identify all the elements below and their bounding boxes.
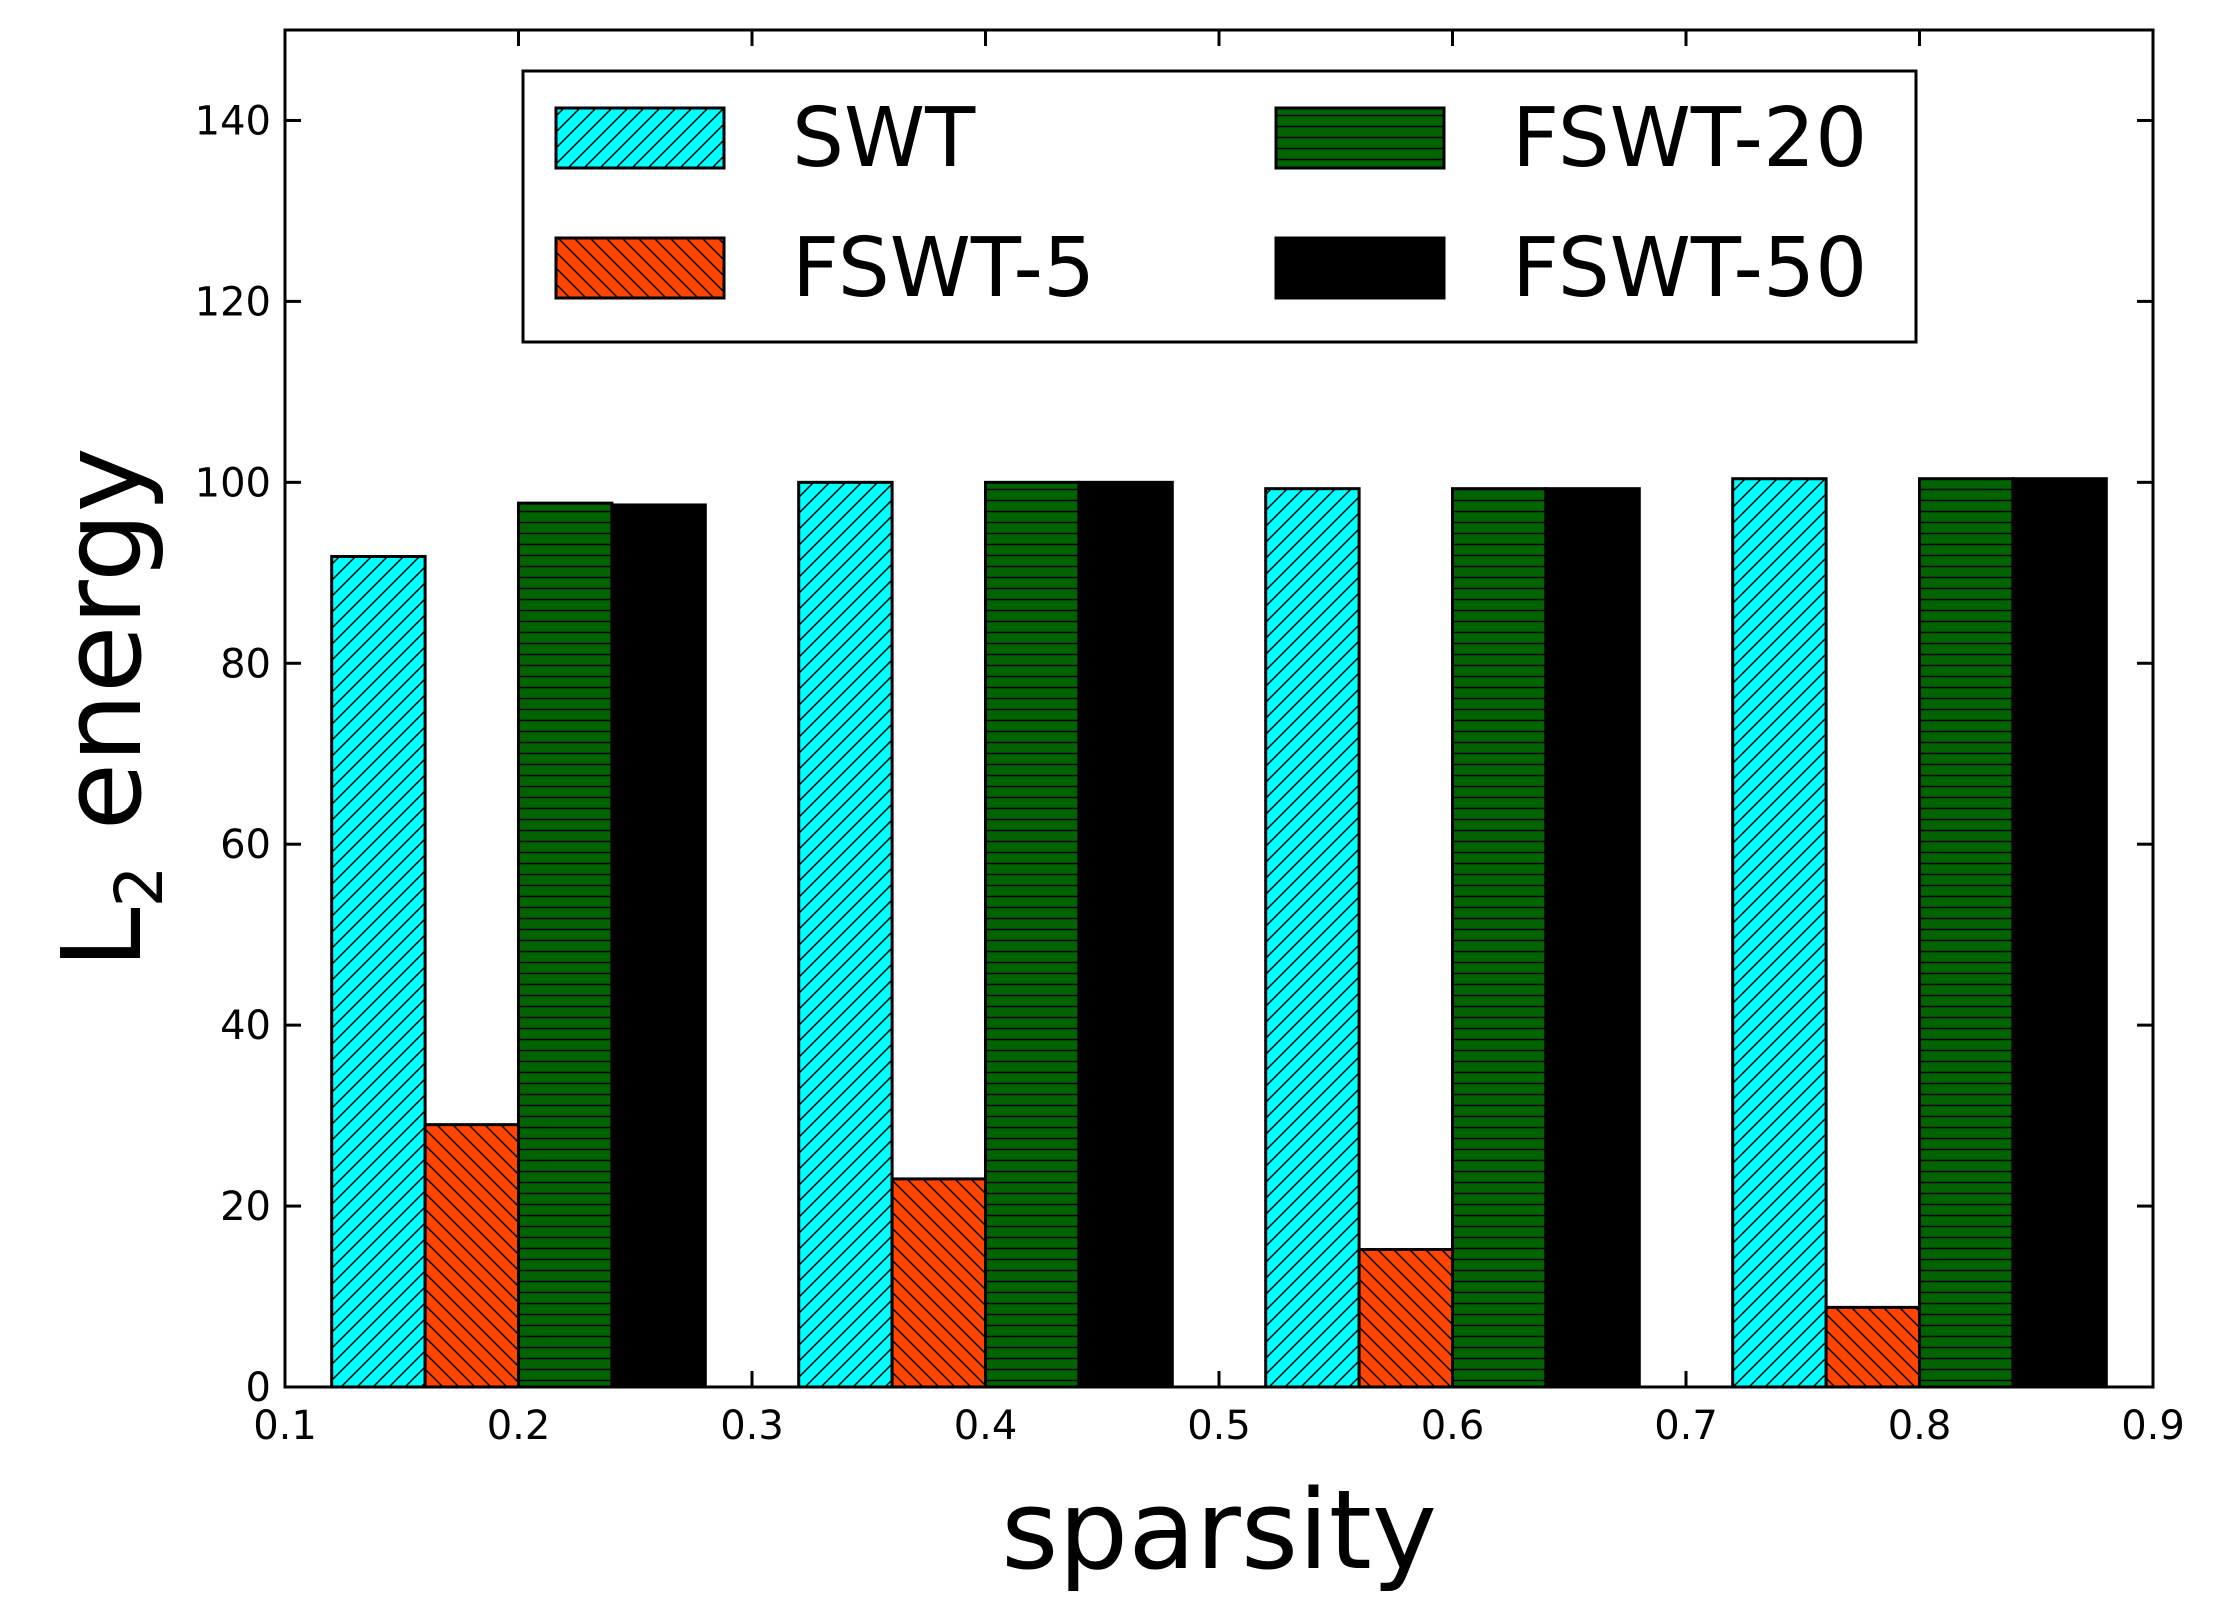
y-tick-label: 100 [195, 460, 271, 506]
y-axis: 0 20 40 60 80 100 120 140 [195, 98, 2153, 1411]
bar-fswt-20-0-8 [1918, 477, 2015, 1389]
y-tick-label: 80 [220, 641, 271, 687]
bar-swt-0-2 [330, 555, 427, 1389]
y-tick-label: 20 [220, 1184, 271, 1230]
x-tick-label: 0.2 [487, 1403, 551, 1449]
y-tick-label: 120 [195, 279, 271, 325]
legend-swatch-fswt-5 [554, 236, 726, 300]
x-axis: 0.1 0.2 0.3 0.4 0.5 0.6 0.7 0.8 0.9 [253, 30, 2185, 1449]
bars-layer [330, 477, 2108, 1389]
legend-item-swt: SWT [554, 91, 976, 186]
y-axis-label-rest: energy [38, 447, 166, 865]
y-tick-label: 60 [220, 822, 271, 868]
bar-fswt-5-0-2 [423, 1123, 521, 1389]
bar-fswt-50-0-2 [610, 503, 707, 1389]
bar-fswt-20-0-2 [517, 501, 614, 1389]
legend: SWT FSWT-5 FSWT-20 FSWT-50 [521, 69, 1918, 344]
y-axis-label-main: L [38, 907, 166, 968]
x-axis-label: sparsity [1001, 1466, 1437, 1594]
x-tick-label: 0.7 [1654, 1403, 1718, 1449]
bar-swt-0-8 [1731, 477, 1828, 1389]
y-axis-label: L2 energy [38, 447, 178, 969]
bar-fswt-50-0-8 [2011, 477, 2108, 1389]
x-tick-label: 0.1 [253, 1403, 317, 1449]
x-tick-label: 0.8 [1888, 1403, 1952, 1449]
bar-fswt-20-0-6 [1451, 487, 1548, 1389]
legend-label: FSWT-50 [1512, 221, 1867, 316]
bar-fswt-5-0-8 [1824, 1305, 1921, 1389]
bar-fswt-50-0-6 [1544, 487, 1641, 1389]
legend-label: SWT [792, 91, 976, 186]
bar-swt-0-4 [797, 480, 894, 1389]
y-tick-label: 140 [195, 98, 271, 144]
legend-label: FSWT-20 [1512, 91, 1867, 186]
x-tick-label: 0.4 [954, 1403, 1018, 1449]
x-tick-label: 0.5 [1187, 1403, 1251, 1449]
x-tick-label: 0.9 [2121, 1403, 2185, 1449]
bar-fswt-5-0-6 [1357, 1247, 1454, 1389]
y-tick-label: 40 [220, 1003, 271, 1049]
legend-item-fswt-5: FSWT-5 [554, 221, 1095, 316]
bar-fswt-50-0-4 [1077, 480, 1174, 1389]
bar-fswt-20-0-4 [984, 480, 1081, 1389]
legend-swatch-swt [554, 106, 726, 170]
bar-fswt-5-0-4 [890, 1177, 987, 1389]
x-tick-label: 0.3 [720, 1403, 784, 1449]
bar-swt-0-6 [1264, 487, 1361, 1389]
x-tick-label: 0.6 [1421, 1403, 1485, 1449]
y-axis-label-subscript: 2 [101, 865, 178, 907]
legend-frame [521, 69, 1918, 344]
legend-swatch-fswt-20 [1274, 106, 1446, 170]
legend-swatch-fswt-50 [1274, 236, 1446, 300]
legend-label: FSWT-5 [792, 221, 1095, 316]
legend-item-fswt-50: FSWT-50 [1274, 221, 1867, 316]
legend-item-fswt-20: FSWT-20 [1274, 91, 1867, 186]
y-tick-label: 0 [246, 1365, 271, 1411]
